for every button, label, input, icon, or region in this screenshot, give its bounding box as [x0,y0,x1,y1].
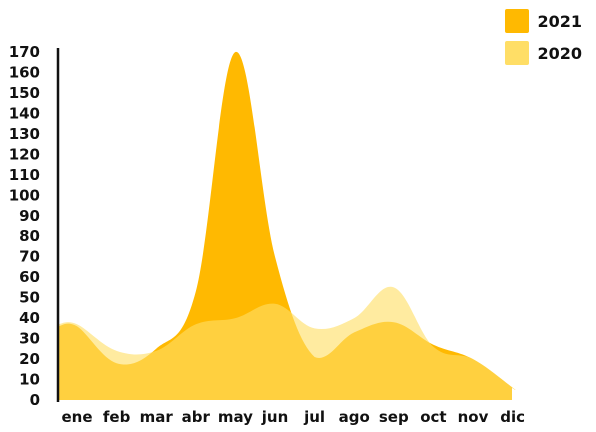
y-tick-label: 90 [19,207,40,225]
x-tick-label: feb [103,408,131,426]
legend-label-2020: 2020 [537,43,582,63]
y-tick-label: 100 [9,186,40,204]
x-tick-label: may [218,408,253,426]
y-tick-label: 70 [19,248,40,266]
series-2020-area [58,286,516,400]
x-tick-label: oct [420,408,446,426]
y-tick-label: 170 [9,43,40,61]
y-tick-label: 0 [30,391,40,409]
legend-item-2021: 2021 [505,6,582,36]
y-axis-ticks: 0 10 20 30 40 50 60 70 80 90 100 110 120 130 140 150 160… [9,43,40,409]
y-tick-label: 30 [19,330,40,348]
legend-item-2020: 2020 [505,38,582,68]
y-tick-label: 60 [19,268,40,286]
series-2020-group [58,286,516,400]
x-tick-label: nov [458,408,489,426]
legend-label-2021: 2021 [537,11,582,31]
y-tick-label: 110 [9,166,40,184]
y-tick-label: 20 [19,350,40,368]
x-tick-label: jul [303,408,325,426]
y-tick-label: 50 [19,289,40,307]
y-tick-label: 120 [9,145,40,163]
y-tick-label: 140 [9,104,40,122]
y-tick-label: 40 [19,309,40,327]
x-axis-ticks: ene feb mar abr may jun jul ago sep oct nov dic [61,408,525,426]
x-tick-label: abr [182,408,211,426]
y-tick-label: 130 [9,125,40,143]
x-tick-label: mar [140,408,174,426]
x-tick-label: ene [61,408,92,426]
x-tick-label: jun [261,408,289,426]
x-tick-label: dic [500,408,525,426]
legend-swatch-2020 [505,41,530,65]
legend-swatch-2021 [505,9,530,33]
x-tick-label: ago [339,408,370,426]
x-tick-label: sep [379,408,409,426]
y-tick-label: 80 [19,227,40,245]
y-tick-label: 160 [9,63,40,81]
y-tick-label: 10 [19,371,40,389]
legend: 2021 2020 [505,6,582,70]
y-tick-label: 150 [9,84,40,102]
